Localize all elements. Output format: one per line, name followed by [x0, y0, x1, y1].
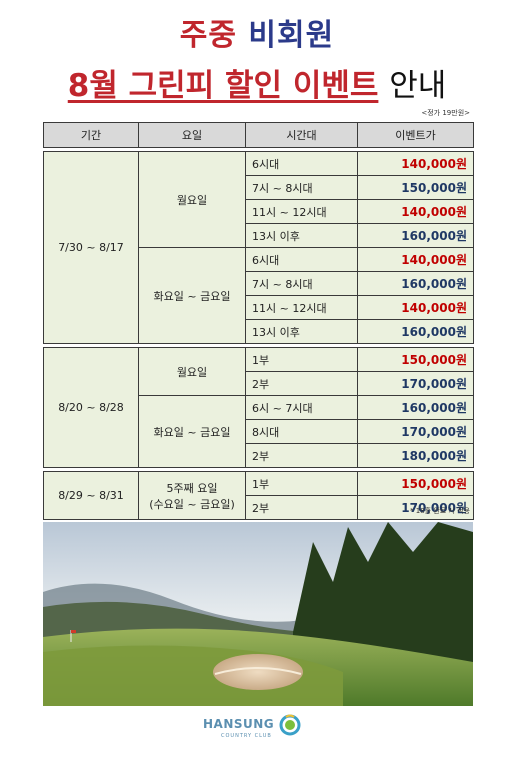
price-cell: 180,000원: [357, 443, 474, 468]
regular-price-note: <정가 19만원>: [421, 109, 470, 117]
time-cell: 13시 이후: [245, 319, 358, 344]
table-row: 7시 ~ 8시대 160,000원: [44, 271, 474, 296]
title-line-1: 주중 비회원: [0, 16, 514, 56]
day-line-2: (수요일 ~ 금요일): [149, 497, 235, 511]
price-cell: 170,000원: [357, 419, 474, 444]
price-cell: 150,000원: [357, 471, 474, 496]
col-header-time: 시간대: [245, 122, 358, 148]
time-cell: 1부: [245, 471, 358, 496]
time-cell: 13시 이후: [245, 223, 358, 248]
footnote: * 18홀 완료 시 적용: [410, 507, 470, 515]
table-header-row: 기간 요일 시간대 이벤트가: [43, 122, 474, 148]
logo-subtitle: COUNTRY CLUB: [221, 733, 272, 739]
table-row: 2부 170,000원: [44, 371, 474, 396]
price-cell: 170,000원: [357, 371, 474, 396]
time-cell: 6시 ~ 7시대: [245, 395, 358, 420]
period-cell: 8/20 ~ 8/28: [43, 347, 139, 468]
title-event: 8월 그린피 할인 이벤트: [67, 68, 379, 104]
price-cell: 140,000원: [357, 247, 474, 272]
day-cell: 화요일 ~ 금요일: [138, 247, 246, 344]
period-cell: 8/29 ~ 8/31: [43, 471, 139, 520]
price-cell: 140,000원: [357, 151, 474, 176]
table-row: 8/20 ~ 8/28 월요일 1부 150,000원: [43, 347, 474, 468]
table-row: 7/30 ~ 8/17 월요일 6시대 140,000원: [43, 151, 474, 344]
time-cell: 2부: [245, 371, 358, 396]
time-cell: 2부: [245, 495, 358, 520]
time-cell: 2부: [245, 443, 358, 468]
day-cell: 화요일 ~ 금요일: [138, 395, 246, 468]
col-header-price: 이벤트가: [357, 122, 474, 148]
table-row: 11시 ~ 12시대 140,000원: [44, 199, 474, 224]
time-cell: 6시대: [245, 247, 358, 272]
price-cell: 150,000원: [357, 347, 474, 372]
price-cell: 150,000원: [357, 175, 474, 200]
table-row: 화요일 ~ 금요일 6시대 140,000원: [44, 247, 474, 344]
logo-name: HANSUNG: [203, 717, 275, 731]
col-header-day: 요일: [138, 122, 246, 148]
time-cell: 1부: [245, 347, 358, 372]
price-cell: 170,000원: [357, 495, 474, 520]
period-cell: 7/30 ~ 8/17: [43, 151, 139, 344]
time-cell: 8시대: [245, 419, 358, 444]
day-cell: 5주째 요일 (수요일 ~ 금요일): [138, 471, 246, 520]
title-nonmember: 비회원: [248, 18, 335, 53]
table-row: 11시 ~ 12시대 140,000원: [44, 295, 474, 320]
time-cell: 11시 ~ 12시대: [245, 199, 358, 224]
day-cell: 월요일: [138, 347, 246, 396]
price-cell: 160,000원: [357, 223, 474, 248]
day-cell: 월요일: [138, 151, 246, 248]
title-guide: 안내: [389, 68, 447, 104]
logo-emblem-icon: [279, 714, 301, 736]
time-cell: 7시 ~ 8시대: [245, 175, 358, 200]
table-row: 2부 170,000원: [44, 495, 474, 520]
price-cell: 160,000원: [357, 395, 474, 420]
time-cell: 7시 ~ 8시대: [245, 271, 358, 296]
title-line-2: 8월 그린피 할인 이벤트 안내: [0, 66, 514, 106]
time-cell: 11시 ~ 12시대: [245, 295, 358, 320]
price-cell: 160,000원: [357, 271, 474, 296]
golf-course-photo: [43, 522, 473, 706]
day-line-1: 5주째 요일: [166, 481, 218, 495]
title-weekday: 주중: [179, 18, 237, 53]
hansung-logo: HANSUNG COUNTRY CLUB: [203, 713, 313, 749]
table-row: 13시 이후 160,000원: [44, 319, 474, 344]
greenfee-table: 기간 요일 시간대 이벤트가 7/30 ~ 8/17 월요일 6시대 140,0…: [43, 122, 474, 520]
price-cell: 140,000원: [357, 295, 474, 320]
col-header-period: 기간: [43, 122, 139, 148]
price-cell: 160,000원: [357, 319, 474, 344]
time-cell: 6시대: [245, 151, 358, 176]
table-row: 13시 이후 160,000원: [44, 223, 474, 248]
price-cell: 140,000원: [357, 199, 474, 224]
table-row: 8/29 ~ 8/31 5주째 요일 (수요일 ~ 금요일) 1부 150,00…: [43, 471, 474, 520]
